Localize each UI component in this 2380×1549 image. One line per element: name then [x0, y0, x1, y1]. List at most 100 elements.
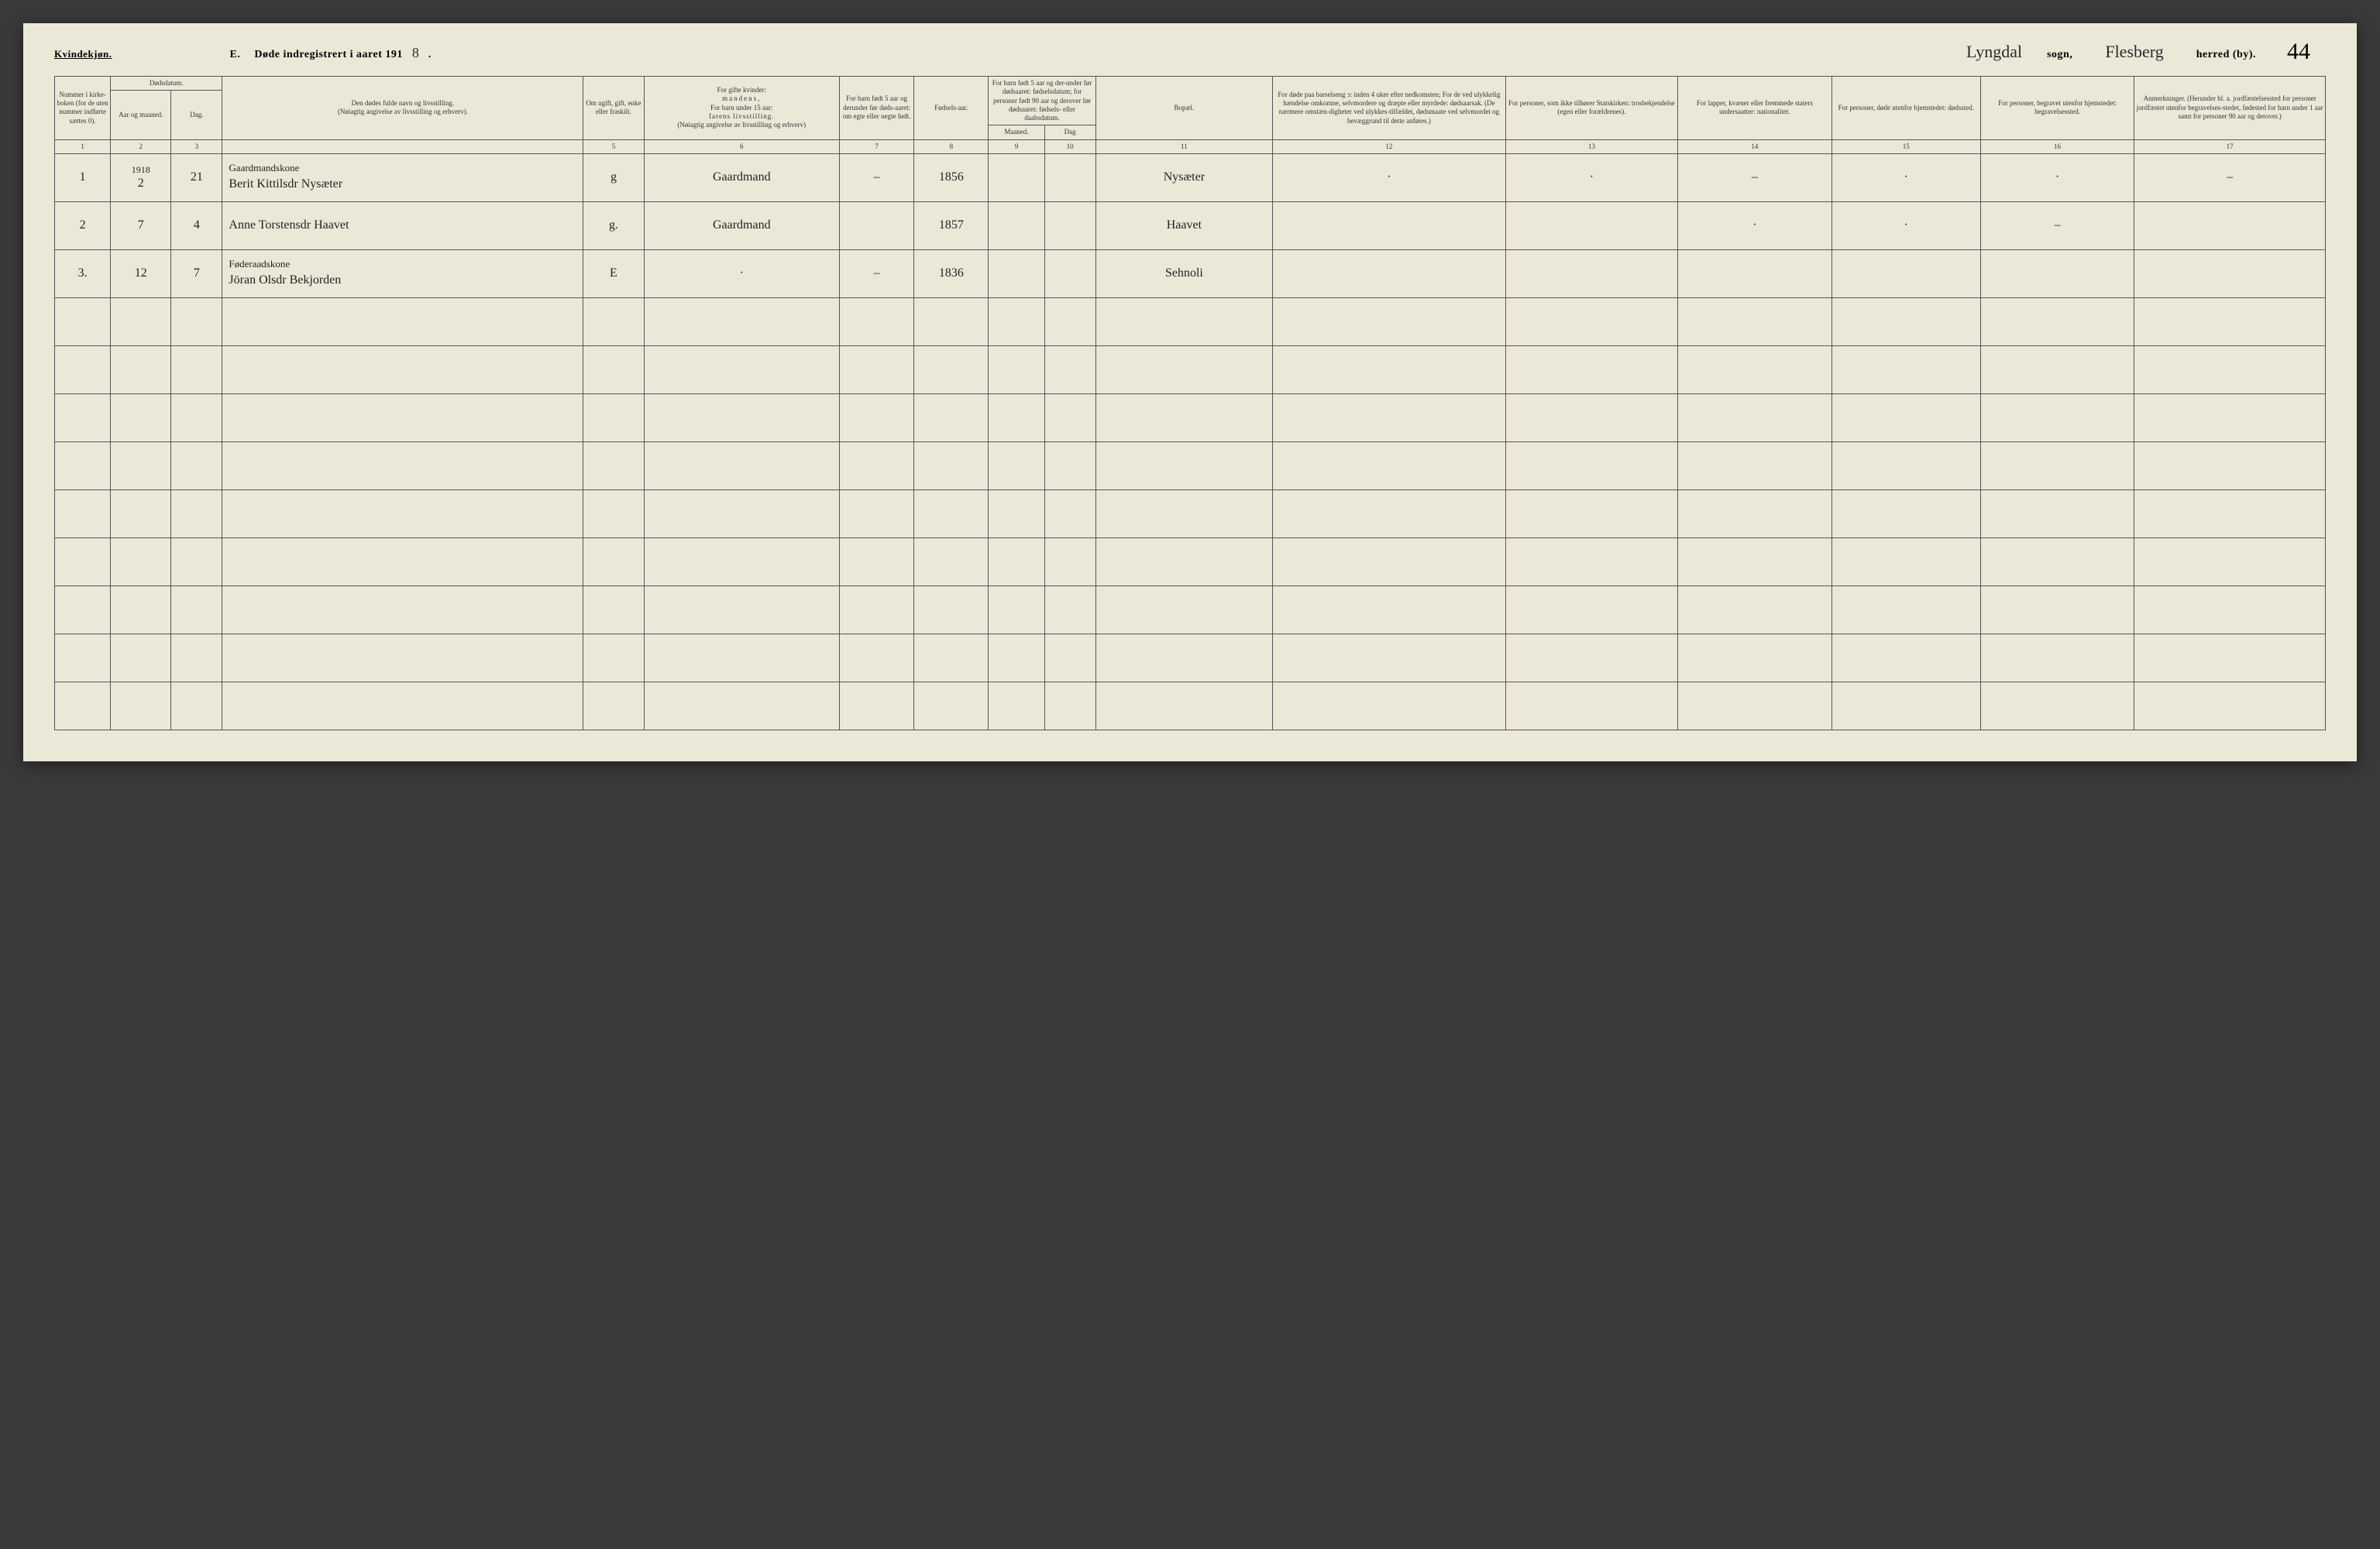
- name-and-occupation: Anne Torstensdr Haavet: [222, 201, 583, 249]
- spouse-occupation: Gaardmand: [644, 153, 840, 201]
- col-header-11: Bopæl.: [1095, 77, 1272, 140]
- colnum: 13: [1505, 139, 1677, 153]
- death-place: ·: [1831, 201, 1980, 249]
- empty-cell: [1505, 297, 1677, 345]
- gender-label: Kvindekjøn.: [54, 48, 112, 60]
- empty-cell: [222, 538, 583, 586]
- empty-cell: [840, 634, 914, 682]
- empty-cell: [989, 538, 1044, 586]
- colnum: 7: [840, 139, 914, 153]
- colnum: 1: [55, 139, 111, 153]
- empty-cell: [111, 634, 171, 682]
- empty-cell: [644, 489, 840, 538]
- col-header-deathdate: Dødsdatum.: [111, 77, 222, 91]
- empty-cell: [1980, 538, 2134, 586]
- col-header-15: For personer, døde utenfor hjemstedet: d…: [1831, 77, 1980, 140]
- row-number: 1: [55, 153, 111, 201]
- section-letter: E.: [230, 49, 241, 61]
- col-header-7: For barn født 5 aar og derunder før døds…: [840, 77, 914, 140]
- colnum: 15: [1831, 139, 1980, 153]
- empty-cell: [1044, 297, 1095, 345]
- death-place: ·: [1831, 153, 1980, 201]
- cause: [1273, 249, 1506, 297]
- column-number-row: 1 2 3 5 6 7 8 9 10 11 12 13 14 15 16 17: [55, 139, 2326, 153]
- nationality: ·: [1678, 201, 1831, 249]
- marital-status: g.: [583, 201, 644, 249]
- death-register-table: Nummer i kirke-boken (for de uten nummer…: [54, 76, 2326, 730]
- empty-cell: [644, 586, 840, 634]
- col-header-16: For personer, begravet utenfor hjemstede…: [1980, 77, 2134, 140]
- empty-cell: [1095, 538, 1272, 586]
- name-and-occupation: FøderaadskoneJöran Olsdr Bekjorden: [222, 249, 583, 297]
- empty-cell: [644, 441, 840, 489]
- empty-cell: [1095, 634, 1272, 682]
- empty-cell: [1273, 634, 1506, 682]
- empty-cell: [2134, 538, 2326, 586]
- empty-cell: [1044, 489, 1095, 538]
- col-header-4: Den dødes fulde navn og livsstilling. (N…: [222, 77, 583, 140]
- empty-cell: [222, 489, 583, 538]
- empty-cell: [1831, 586, 1980, 634]
- empty-cell: [1678, 538, 1831, 586]
- empty-cell: [1831, 441, 1980, 489]
- empty-cell: [1044, 538, 1095, 586]
- empty-cell: [1980, 634, 2134, 682]
- empty-cell: [55, 297, 111, 345]
- empty-row: [55, 441, 2326, 489]
- death-day: 4: [171, 201, 222, 249]
- empty-cell: [111, 489, 171, 538]
- empty-cell: [1505, 345, 1677, 393]
- col-header-1: Nummer i kirke-boken (for de uten nummer…: [55, 77, 111, 140]
- empty-row: [55, 586, 2326, 634]
- empty-row: [55, 393, 2326, 441]
- empty-cell: [989, 634, 1044, 682]
- empty-cell: [1095, 393, 1272, 441]
- row-number: 2: [55, 201, 111, 249]
- empty-cell: [1095, 489, 1272, 538]
- col-header-2a: Aar og maaned.: [111, 91, 171, 139]
- empty-cell: [1980, 441, 2134, 489]
- col6-c: For barn under 15 aar:: [710, 104, 772, 112]
- empty-cell: [1044, 393, 1095, 441]
- sogn-handwritten: Lyngdal: [1966, 42, 2022, 62]
- empty-cell: [583, 682, 644, 730]
- empty-cell: [914, 393, 989, 441]
- empty-cell: [1273, 489, 1506, 538]
- empty-row: [55, 634, 2326, 682]
- empty-cell: [914, 538, 989, 586]
- empty-cell: [644, 393, 840, 441]
- empty-cell: [1095, 297, 1272, 345]
- empty-cell: [644, 345, 840, 393]
- death-place: [1831, 249, 1980, 297]
- empty-cell: [989, 682, 1044, 730]
- empty-cell: [1678, 489, 1831, 538]
- colnum: 5: [583, 139, 644, 153]
- empty-cell: [171, 489, 222, 538]
- birth-month: [989, 249, 1044, 297]
- empty-cell: [111, 297, 171, 345]
- empty-cell: [2134, 441, 2326, 489]
- empty-cell: [1273, 297, 1506, 345]
- empty-cell: [583, 345, 644, 393]
- empty-row: [55, 538, 2326, 586]
- cause: [1273, 201, 1506, 249]
- empty-cell: [1095, 345, 1272, 393]
- col-header-17: Anmerkninger. (Herunder bl. a. jordfæste…: [2134, 77, 2326, 140]
- empty-cell: [1831, 345, 1980, 393]
- empty-row: [55, 682, 2326, 730]
- colnum: 12: [1273, 139, 1506, 153]
- empty-cell: [583, 441, 644, 489]
- name-and-occupation: GaardmandskoneBerit Kittilsdr Nysæter: [222, 153, 583, 201]
- empty-cell: [1095, 586, 1272, 634]
- empty-cell: [1273, 441, 1506, 489]
- col6-b: mandens,: [722, 94, 761, 102]
- empty-cell: [1678, 634, 1831, 682]
- empty-cell: [1044, 682, 1095, 730]
- table-row: 274Anne Torstensdr Haavetg.Gaardmand1857…: [55, 201, 2326, 249]
- empty-cell: [989, 345, 1044, 393]
- col-header-9b: Dag: [1044, 125, 1095, 139]
- empty-cell: [1831, 489, 1980, 538]
- empty-cell: [171, 538, 222, 586]
- colnum: 14: [1678, 139, 1831, 153]
- empty-cell: [1273, 586, 1506, 634]
